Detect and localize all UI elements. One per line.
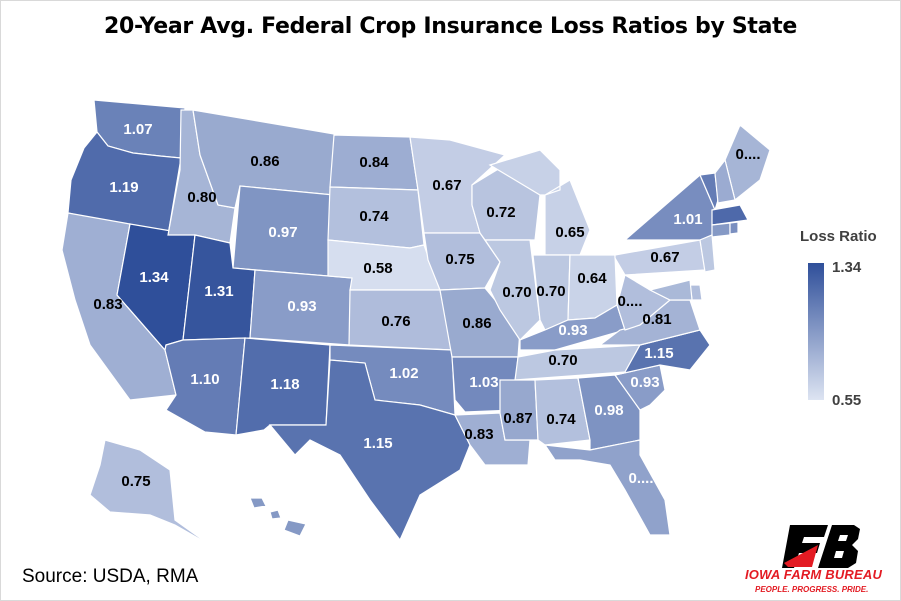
state-tx[interactable] xyxy=(268,359,471,542)
state-label-ks: 0.76 xyxy=(381,313,410,330)
state-label-sc: 0.93 xyxy=(630,374,659,391)
state-nj[interactable] xyxy=(699,234,716,273)
state-label-nm: 1.18 xyxy=(270,376,299,393)
state-ri[interactable] xyxy=(729,221,739,235)
states-layer xyxy=(61,99,771,546)
state-label-id: 0.80 xyxy=(187,189,216,206)
labels-layer: 1.07 1.19 0.83 1.34 0.80 0.86 0.97 1.31 1.10 0.93… xyxy=(93,121,760,490)
state-label-ak: 0.75 xyxy=(121,473,150,490)
state-label-co: 0.93 xyxy=(287,298,316,315)
state-fl[interactable] xyxy=(543,439,671,536)
farm-bureau-logo-icon xyxy=(782,525,860,568)
state-label-mo: 0.86 xyxy=(462,315,491,332)
state-label-mt: 0.86 xyxy=(250,153,279,170)
state-label-ar: 1.03 xyxy=(469,374,498,391)
state-label-va: 0.81 xyxy=(642,311,671,328)
state-label-la: 0.83 xyxy=(464,426,493,443)
state-label-in: 0.70 xyxy=(536,283,565,300)
state-label-nc: 1.15 xyxy=(644,345,673,362)
state-label-wy: 0.97 xyxy=(268,224,297,241)
legend-title: Loss Ratio xyxy=(800,228,877,245)
state-label-or: 1.19 xyxy=(109,179,138,196)
chart-title: 20-Year Avg. Federal Crop Insurance Loss… xyxy=(103,14,798,39)
source-note: Source: USDA, RMA xyxy=(22,566,199,587)
state-label-nd: 0.84 xyxy=(359,154,389,171)
state-label-fl: 0.... xyxy=(628,470,653,487)
state-ms[interactable] xyxy=(499,379,539,441)
state-label-tx: 1.15 xyxy=(363,435,392,452)
logo-wordmark: IOWA FARM BUREAU xyxy=(745,567,883,582)
state-hi[interactable] xyxy=(249,497,307,537)
state-label-ms: 0.87 xyxy=(503,410,532,427)
state-label-wa: 1.07 xyxy=(123,121,152,138)
state-label-mi: 0.65 xyxy=(555,224,584,241)
state-ma[interactable] xyxy=(711,204,749,226)
state-label-mn: 0.67 xyxy=(432,177,461,194)
state-label-az: 1.10 xyxy=(190,371,219,388)
state-label-ok: 1.02 xyxy=(389,365,418,382)
state-mo[interactable] xyxy=(439,287,521,358)
legend-min-label: 0.55 xyxy=(832,392,862,409)
state-label-al: 0.74 xyxy=(546,411,576,428)
state-label-oh: 0.64 xyxy=(577,270,607,287)
state-label-pa: 0.67 xyxy=(650,249,679,266)
state-nh[interactable] xyxy=(714,158,736,204)
state-label-il: 0.70 xyxy=(502,284,531,301)
state-label-sd: 0.74 xyxy=(359,208,389,225)
logo-tagline: PEOPLE. PROGRESS. PRIDE. xyxy=(755,585,869,594)
state-mi[interactable] xyxy=(488,149,591,256)
state-label-ca: 0.83 xyxy=(93,296,122,313)
legend-max-label: 1.34 xyxy=(832,259,862,276)
state-label-wv: 0.... xyxy=(617,293,642,310)
state-label-ne: 0.58 xyxy=(363,260,392,277)
state-label-ut: 1.31 xyxy=(204,283,233,300)
state-ny[interactable] xyxy=(623,174,716,241)
state-il[interactable] xyxy=(483,239,541,341)
state-label-ga: 0.98 xyxy=(594,402,623,419)
state-ct[interactable] xyxy=(711,222,731,238)
state-al[interactable] xyxy=(534,377,591,446)
state-label-wi: 0.72 xyxy=(486,204,515,221)
state-pa[interactable] xyxy=(614,239,706,276)
state-label-me: 0.... xyxy=(735,146,760,163)
state-label-ny: 1.01 xyxy=(673,211,702,228)
state-label-tn: 0.70 xyxy=(548,352,577,369)
state-label-ky: 0.93 xyxy=(558,322,587,339)
state-label-ia: 0.75 xyxy=(445,251,474,268)
state-ak[interactable] xyxy=(89,439,211,546)
legend-color-bar xyxy=(808,263,824,400)
state-label-nv: 1.34 xyxy=(139,269,169,286)
state-md[interactable] xyxy=(648,279,693,301)
